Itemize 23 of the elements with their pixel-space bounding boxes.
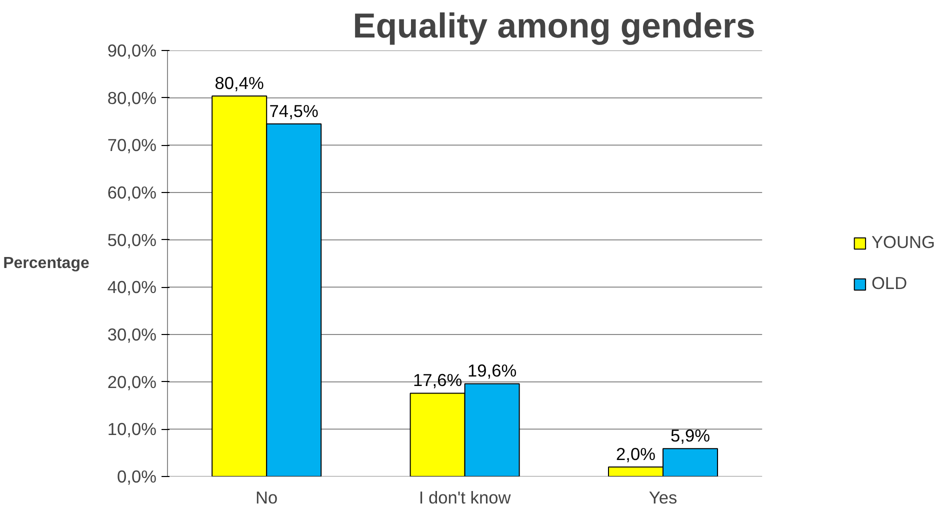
legend-label: OLD bbox=[871, 273, 908, 294]
y-tick-label: 50,0% bbox=[107, 230, 157, 250]
x-tick-label: No bbox=[256, 488, 278, 508]
legend-label: YOUNG bbox=[871, 232, 935, 253]
x-tick-label: I don't know bbox=[418, 488, 512, 508]
y-tick-label: 80,0% bbox=[107, 88, 157, 108]
y-tick-label: 90,0% bbox=[107, 40, 157, 60]
data-label: 74,5% bbox=[269, 100, 318, 121]
y-axis-title: Percentage bbox=[3, 255, 90, 272]
chart-title: Equality among genders bbox=[352, 8, 756, 46]
data-label: 80,4% bbox=[214, 72, 264, 93]
data-label: 19,6% bbox=[467, 360, 517, 381]
y-tick-label: 10,0% bbox=[107, 419, 157, 440]
data-label: 17,6% bbox=[412, 370, 462, 390]
y-tick-label: 60,0% bbox=[107, 182, 157, 202]
y-tick-label: 40,0% bbox=[107, 277, 157, 298]
x-tick-label: Yes bbox=[648, 488, 678, 508]
y-tick-label: 70,0% bbox=[107, 135, 157, 156]
y-tick-label: 30,0% bbox=[107, 324, 157, 344]
data-label: 2,0% bbox=[616, 444, 656, 464]
y-tick-label: 20,0% bbox=[107, 372, 157, 392]
y-tick-label: 0,0% bbox=[117, 466, 157, 486]
data-label: 5,9% bbox=[670, 426, 710, 446]
